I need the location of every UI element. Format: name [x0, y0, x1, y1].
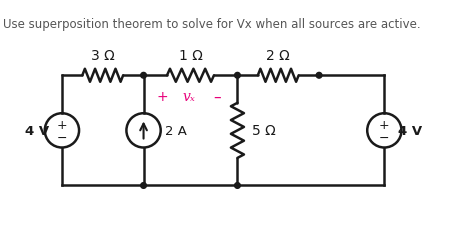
Text: −: − — [57, 131, 67, 144]
Text: 3 Ω: 3 Ω — [91, 49, 115, 63]
Text: 5 Ω: 5 Ω — [252, 124, 276, 138]
Text: 1 Ω: 1 Ω — [178, 49, 202, 63]
Text: 2 Ω: 2 Ω — [266, 49, 290, 63]
Circle shape — [235, 183, 240, 189]
Circle shape — [141, 183, 146, 189]
Text: 4 V: 4 V — [25, 124, 49, 137]
Text: 4 V: 4 V — [397, 124, 422, 137]
Text: −: − — [379, 131, 389, 144]
Text: +: + — [57, 118, 67, 131]
Text: +: + — [379, 118, 390, 131]
Circle shape — [141, 73, 146, 79]
Circle shape — [235, 73, 240, 79]
Circle shape — [316, 73, 322, 79]
Text: Use superposition theorem to solve for Vx when all sources are active.: Use superposition theorem to solve for V… — [3, 18, 421, 31]
Text: vₓ: vₓ — [182, 90, 195, 104]
Text: 2 A: 2 A — [165, 124, 186, 137]
Text: –: – — [213, 90, 221, 105]
Text: +: + — [156, 90, 168, 104]
